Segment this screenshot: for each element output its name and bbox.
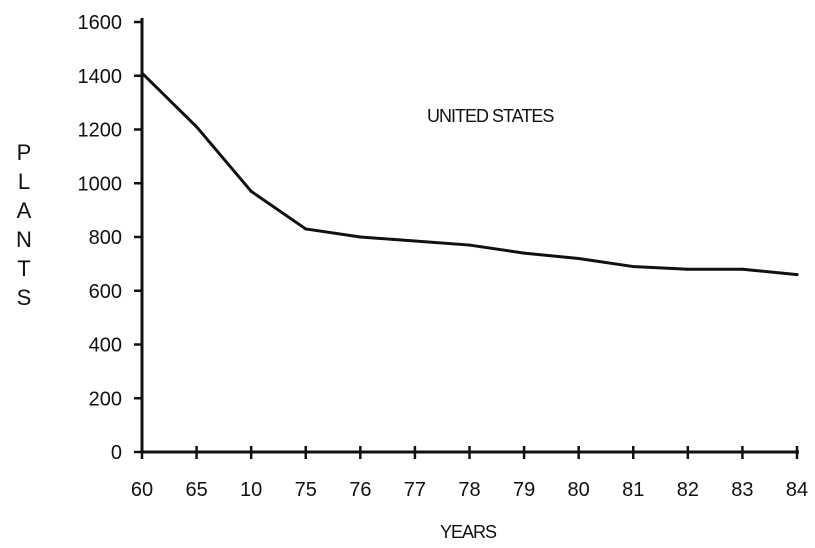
x-tick-label: 65 bbox=[185, 479, 207, 501]
chart-annotation: UNITED STATES bbox=[427, 106, 554, 126]
y-tick-label: 600 bbox=[89, 281, 122, 303]
y-axis-label-letter: N bbox=[16, 227, 32, 252]
data-point bbox=[577, 257, 581, 260]
x-tick-label: 80 bbox=[568, 479, 590, 501]
x-tick-label: 83 bbox=[731, 479, 753, 501]
y-axis-ticks: 0 200 400 600 800 1000 1200 1400 1600 bbox=[78, 12, 142, 464]
axes bbox=[140, 18, 799, 454]
series-plot bbox=[140, 71, 799, 277]
x-tick-label: 78 bbox=[458, 479, 480, 501]
data-point bbox=[740, 267, 744, 271]
x-axis-label: YEARS bbox=[440, 522, 497, 542]
y-tick-label: 1600 bbox=[78, 12, 123, 34]
y-tick-label: 0 bbox=[111, 442, 122, 464]
data-point bbox=[522, 251, 526, 255]
data-point bbox=[413, 239, 417, 243]
data-point bbox=[304, 227, 308, 231]
x-tick-label: 82 bbox=[677, 479, 699, 501]
y-tick-label: 1200 bbox=[78, 120, 123, 142]
data-point bbox=[249, 189, 253, 193]
y-axis-label-letter: A bbox=[17, 198, 32, 223]
data-point bbox=[140, 71, 144, 75]
y-tick-label: 800 bbox=[89, 227, 122, 249]
x-tick-label: 77 bbox=[404, 479, 426, 501]
y-axis-label-letter: T bbox=[17, 256, 30, 281]
x-tick-label: 75 bbox=[295, 479, 317, 501]
y-axis-label-letter: S bbox=[17, 285, 32, 310]
data-point bbox=[686, 267, 690, 271]
x-tick-label: 10 bbox=[240, 479, 262, 501]
y-axis-label-letter: L bbox=[18, 169, 30, 194]
data-point bbox=[795, 273, 799, 277]
data-point bbox=[195, 125, 199, 129]
x-tick-label: 79 bbox=[513, 479, 535, 501]
y-tick-label: 1400 bbox=[78, 66, 123, 88]
x-tick-label: 84 bbox=[786, 479, 808, 501]
x-axis-ticks: 60 65 10 75 76 77 78 79 80 81 82 83 84 bbox=[131, 446, 808, 501]
x-tick-label: 76 bbox=[349, 479, 371, 501]
y-axis-label-letter: P bbox=[17, 140, 32, 165]
x-tick-label: 81 bbox=[622, 479, 644, 501]
x-tick-label: 60 bbox=[131, 479, 153, 501]
y-tick-label: 400 bbox=[89, 335, 122, 357]
data-point bbox=[358, 235, 362, 239]
data-point bbox=[631, 265, 635, 269]
data-point bbox=[468, 243, 471, 247]
y-tick-label: 200 bbox=[89, 388, 122, 410]
y-tick-label: 1000 bbox=[78, 173, 123, 195]
